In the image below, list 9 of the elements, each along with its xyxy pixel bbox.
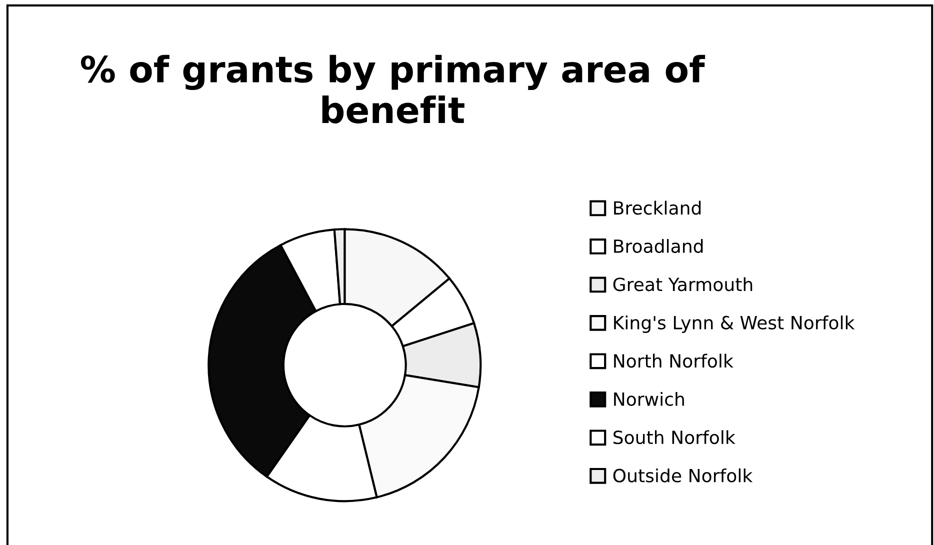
chart-title: % of grants by primary area of benefit <box>80 54 706 124</box>
legend-label: Norwich <box>614 392 684 406</box>
legend-label: Great Yarmouth <box>613 277 752 292</box>
legend-label: King's Lynn & West Norfolk <box>614 315 855 333</box>
legend-label: Broadland <box>614 239 703 253</box>
legend-label: Breckland <box>614 200 701 215</box>
legend-label: South Norfolk <box>614 430 736 444</box>
legend-label: Outside Norfolk <box>613 468 753 482</box>
legend-label: North Norfolk <box>614 354 734 368</box>
